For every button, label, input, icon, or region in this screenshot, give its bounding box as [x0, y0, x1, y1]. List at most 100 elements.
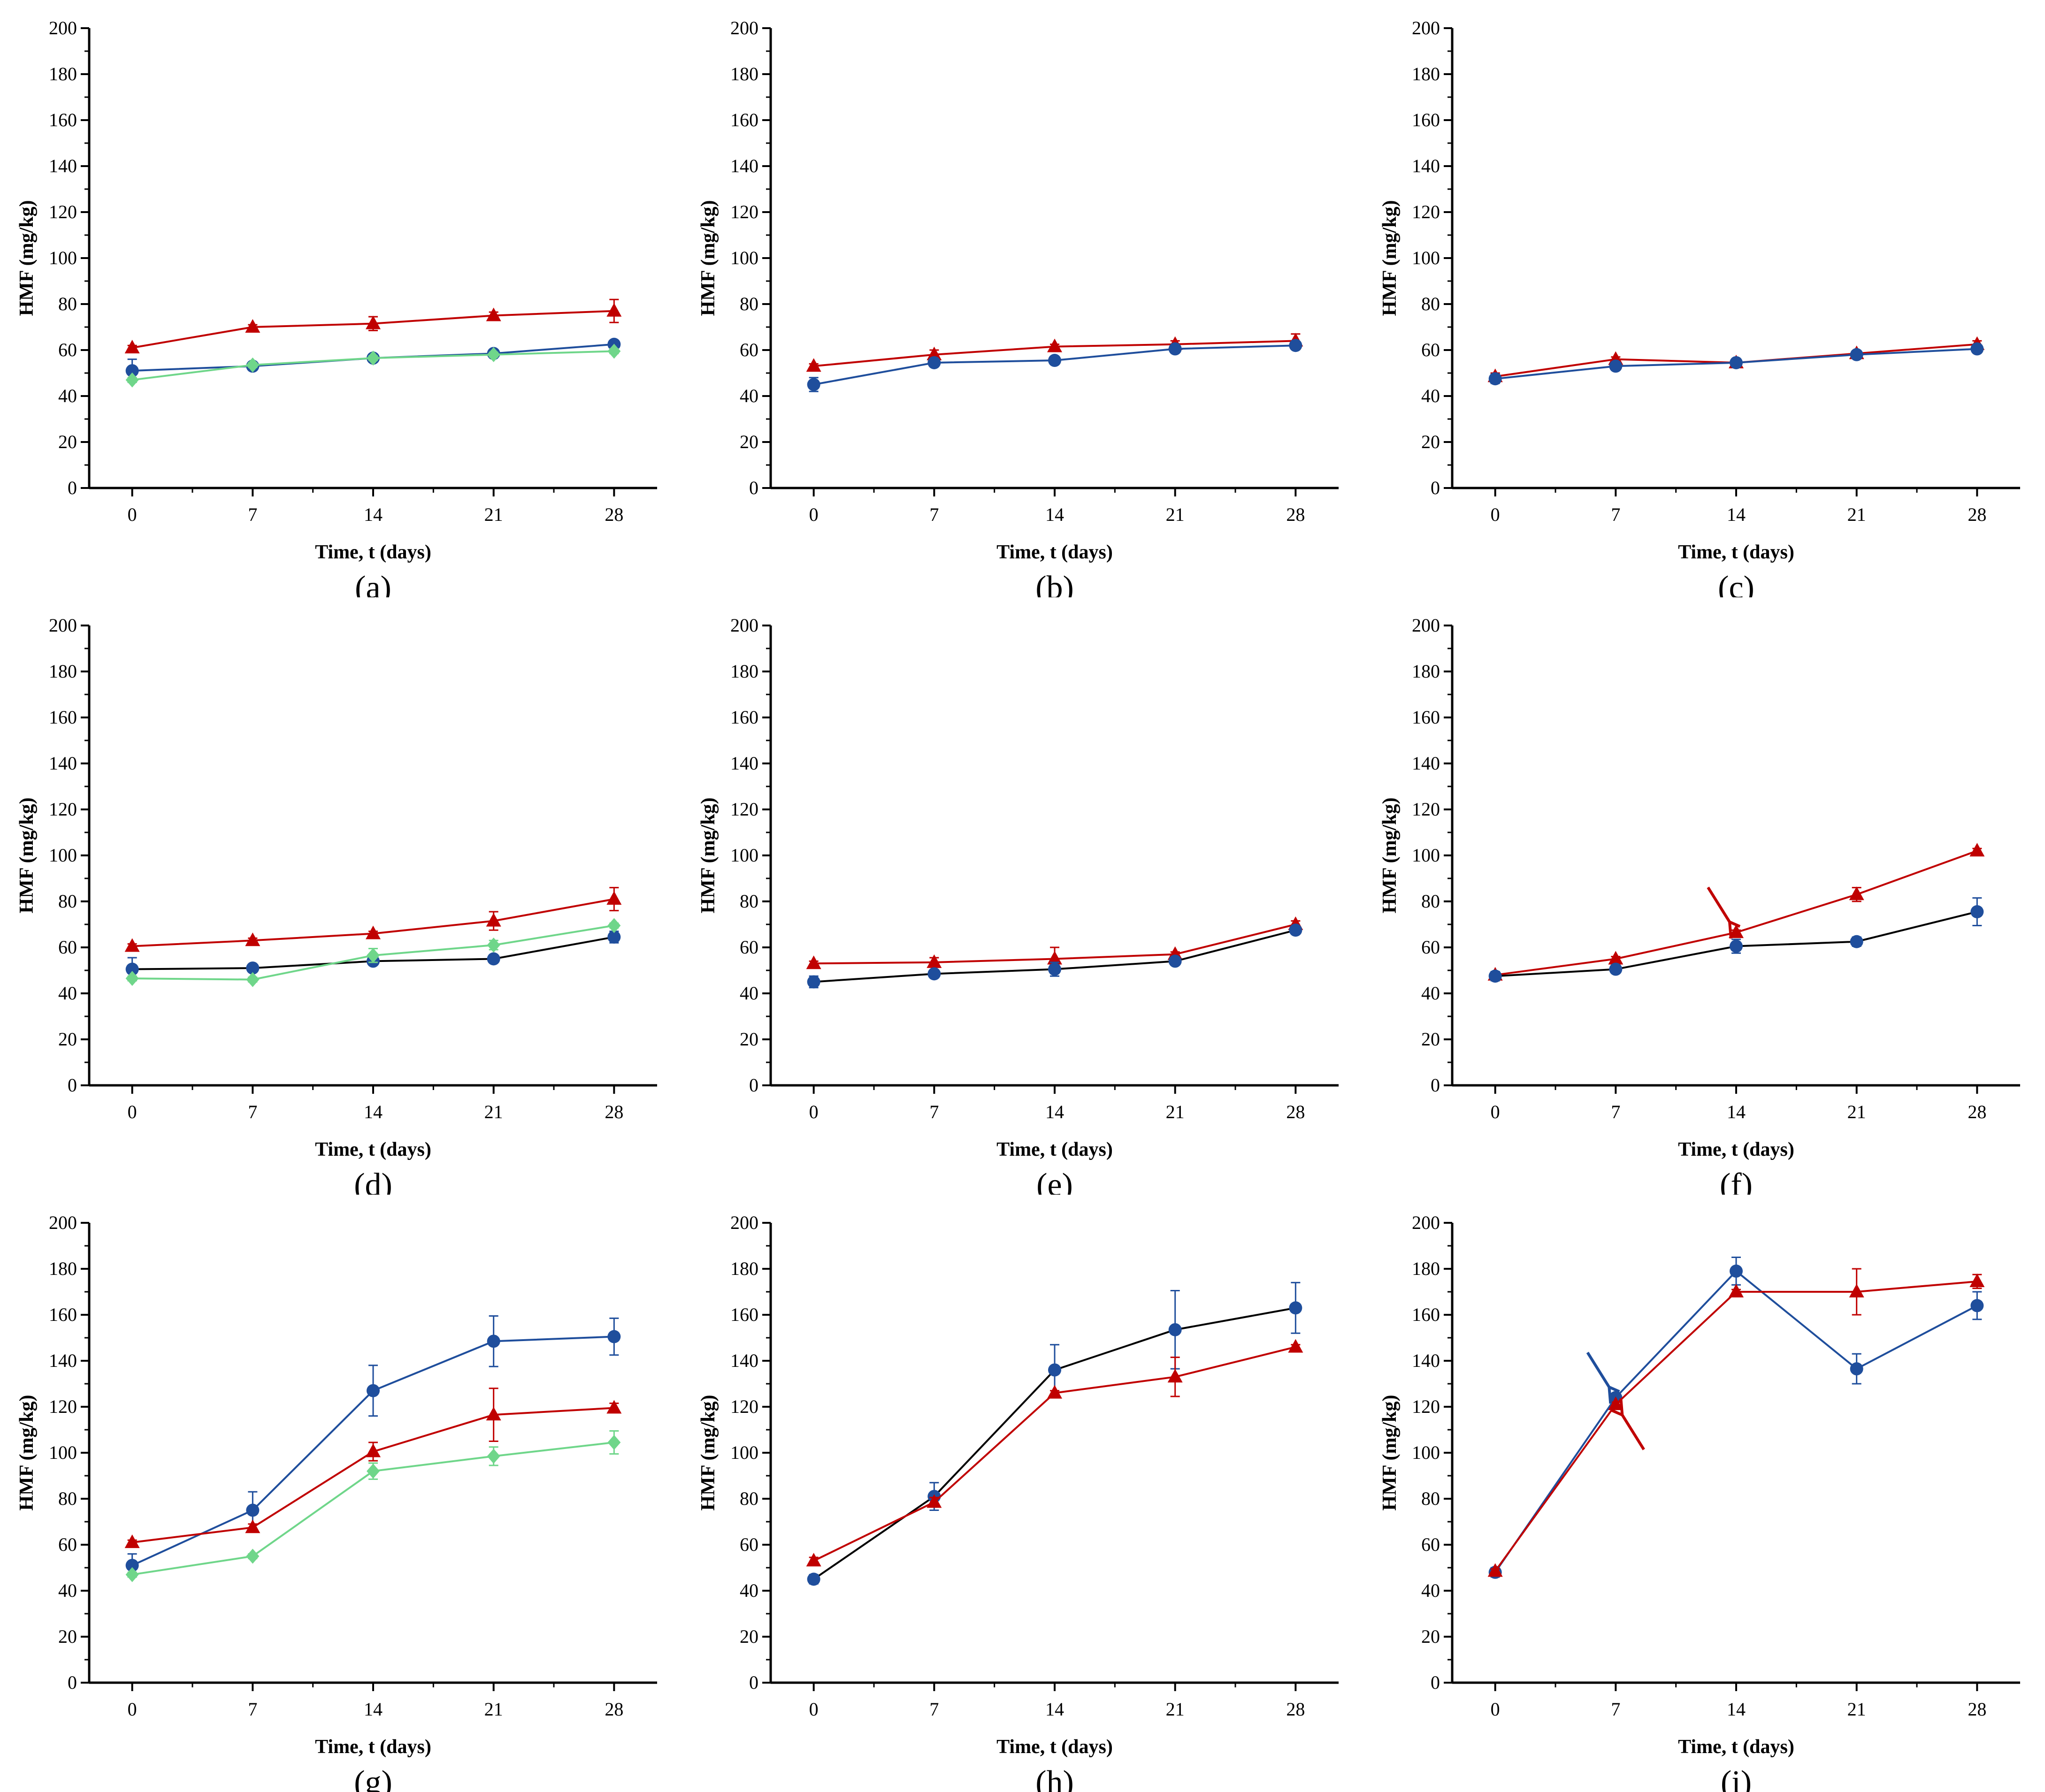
data-point-circle — [607, 1330, 621, 1343]
data-point-diamond — [367, 1464, 380, 1479]
x-axis-title: Time, t (days) — [315, 541, 431, 563]
chart-panel-d: 0 20 40 60 80 100 120 140 160 180 200 0 7 14 21 28 Time,… — [16, 615, 657, 1195]
y-tick-label: 120 — [49, 799, 77, 820]
y-axis-title: HMF (mg/kg) — [1379, 798, 1401, 914]
data-point-circle — [1730, 939, 1743, 953]
y-tick-label: 100 — [730, 845, 758, 866]
y-tick-label: 180 — [730, 1258, 758, 1279]
data-point-circle — [246, 961, 260, 975]
series-green-diamond — [125, 918, 621, 987]
y-tick-label: 200 — [730, 615, 758, 636]
data-point-triangle — [366, 315, 381, 329]
data-point-triangle — [1969, 1273, 1985, 1287]
x-tick-label: 21 — [484, 1699, 503, 1720]
chart-panel-c: 0 20 40 60 80 100 120 140 160 180 200 0 7 14 21 28 Time,… — [1379, 17, 2020, 597]
data-point-circle — [1289, 1301, 1302, 1315]
y-tick-label: 20 — [1421, 1029, 1440, 1050]
y-tick-label: 140 — [1412, 155, 1440, 176]
x-axis-title: Time, t (days) — [1678, 1139, 1794, 1160]
y-tick-label: 60 — [1421, 339, 1440, 360]
y-tick-label: 40 — [58, 983, 77, 1004]
y-tick-label: 80 — [740, 293, 758, 314]
y-tick-label: 0 — [68, 477, 77, 498]
data-point-triangle — [1047, 338, 1062, 352]
data-point-triangle — [1608, 951, 1624, 965]
y-tick-label: 180 — [49, 63, 77, 84]
data-point-triangle — [806, 955, 821, 969]
y-tick-label: 180 — [1412, 63, 1440, 84]
series-red-triangle — [124, 298, 622, 354]
data-point-circle — [487, 952, 500, 966]
data-point-circle — [125, 1559, 139, 1572]
data-point-triangle — [927, 346, 942, 360]
data-point-circle — [1488, 969, 1502, 983]
y-tick-label: 0 — [68, 1075, 77, 1096]
panel-label: (b) — [1035, 570, 1074, 597]
y-tick-label: 140 — [49, 753, 77, 774]
y-tick-label: 100 — [49, 845, 77, 866]
panel-label: (h) — [1035, 1764, 1074, 1792]
data-point-triangle — [1729, 1284, 1744, 1297]
y-tick-label: 20 — [58, 431, 77, 452]
chart-panel-b: 0 20 40 60 80 100 120 140 160 180 200 0 7 14 21 28 Time,… — [697, 17, 1339, 597]
y-tick-label: 160 — [1412, 1304, 1440, 1325]
x-tick-label: 21 — [1166, 1699, 1185, 1720]
x-tick-label: 28 — [1968, 1699, 1986, 1720]
data-point-circle — [1168, 954, 1182, 968]
data-point-triangle — [124, 340, 140, 354]
x-tick-label: 0 — [1491, 1101, 1500, 1122]
y-axis-title: HMF (mg/kg) — [1379, 200, 1401, 316]
x-tick-label: 14 — [1727, 1101, 1746, 1122]
x-tick-label: 14 — [1045, 1699, 1064, 1720]
y-tick-label: 80 — [1421, 1488, 1440, 1509]
series-line — [1494, 1280, 1977, 1572]
x-axis-title: Time, t (days) — [996, 541, 1113, 563]
data-point-diamond — [246, 1548, 260, 1564]
y-tick-label: 100 — [1412, 845, 1440, 866]
x-tick-label: 0 — [1491, 1699, 1500, 1720]
x-tick-label: 21 — [1166, 504, 1185, 525]
data-point-triangle — [245, 1519, 260, 1533]
y-axis-title: HMF (mg/kg) — [16, 798, 38, 914]
data-point-circle — [807, 975, 820, 989]
y-tick-label: 100 — [1412, 1442, 1440, 1463]
data-point-triangle — [1487, 1563, 1503, 1577]
x-tick-label: 14 — [1045, 504, 1064, 525]
x-tick-label: 21 — [1847, 1699, 1866, 1720]
data-point-diamond — [607, 918, 621, 933]
series-line — [1495, 850, 1978, 976]
data-point-circle — [1168, 342, 1182, 356]
data-point-triangle — [124, 1534, 140, 1548]
x-tick-label: 14 — [364, 1699, 383, 1720]
data-point-triangle — [1167, 1369, 1183, 1383]
y-tick-label: 60 — [58, 937, 77, 958]
y-tick-label: 0 — [1431, 1075, 1440, 1096]
y-tick-label: 40 — [740, 1580, 758, 1601]
data-point-triangle — [927, 1494, 942, 1508]
data-point-circle — [807, 378, 820, 391]
x-axis-title: Time, t (days) — [1678, 1736, 1794, 1758]
y-tick-label: 140 — [1412, 1350, 1440, 1371]
y-tick-label: 180 — [730, 63, 758, 84]
x-tick-label: 7 — [1611, 504, 1620, 525]
x-tick-label: 28 — [1968, 1101, 1986, 1122]
y-tick-label: 180 — [49, 661, 77, 682]
panel-label: (a) — [355, 570, 391, 597]
data-point-diamond — [487, 938, 500, 953]
y-tick-label: 60 — [58, 1534, 77, 1555]
x-tick-label: 0 — [809, 1101, 819, 1122]
y-tick-label: 100 — [1412, 247, 1440, 268]
arrow-annotation-icon — [1611, 1398, 1645, 1450]
y-tick-label: 60 — [740, 339, 758, 360]
y-tick-label: 160 — [49, 109, 77, 130]
y-tick-label: 160 — [1412, 707, 1440, 728]
x-axis-title: Time, t (days) — [315, 1139, 431, 1160]
panel-label: (d) — [354, 1167, 392, 1195]
x-tick-label: 21 — [1847, 1101, 1866, 1122]
data-point-triangle — [1288, 1339, 1303, 1353]
y-axis-title: HMF (mg/kg) — [16, 1395, 38, 1511]
y-axis-title: HMF (mg/kg) — [697, 200, 719, 316]
x-tick-label: 14 — [1727, 504, 1746, 525]
y-tick-label: 80 — [1421, 891, 1440, 912]
y-axis-title: HMF (mg/kg) — [697, 798, 719, 914]
